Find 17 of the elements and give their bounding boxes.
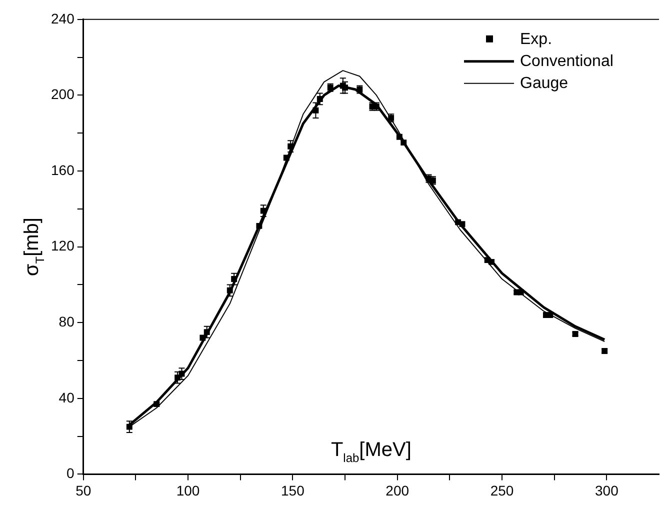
x-tick-label: 50 [76,482,92,498]
legend-label: Gauge [520,74,568,92]
x-tick-label: 250 [490,482,514,498]
y-tick-label: 200 [51,86,75,102]
y-tick-label: 240 [51,10,75,26]
y-tick-label: 80 [58,313,75,330]
y-tick-label: 0 [66,465,75,482]
x-tick-label: 300 [594,482,619,498]
y-tick-label: 40 [58,389,75,406]
legend-label: Exp. [520,30,552,48]
y-axis-title: σT[mb] [21,218,47,276]
x-tick-label: 100 [176,482,200,498]
y-tick-label: 160 [51,162,75,178]
x-tick-label: 200 [386,482,410,498]
y-tick-label: 120 [51,238,75,254]
legend-label: Conventional [520,52,614,70]
x-tick-label: 150 [281,482,305,498]
